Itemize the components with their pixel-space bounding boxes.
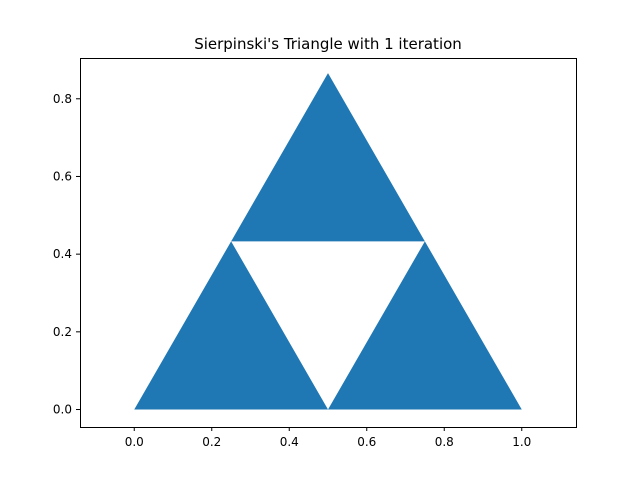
x-tick-label: 0.2	[202, 435, 221, 449]
triangle-series	[134, 73, 522, 410]
triangle-2	[328, 241, 522, 410]
y-tick-label: 0.6	[53, 169, 72, 183]
triangle-3	[231, 73, 425, 242]
y-tick-label: 0.0	[53, 403, 72, 417]
axes-frame	[80, 58, 577, 428]
triangle-1	[134, 241, 328, 410]
chart-title: Sierpinski's Triangle with 1 iteration	[194, 35, 462, 53]
y-tick-label: 0.2	[53, 325, 72, 339]
x-tick-label: 0.8	[435, 435, 454, 449]
x-tick-label: 0.4	[280, 435, 299, 449]
x-tick-label: 0.0	[125, 435, 144, 449]
y-tick-label: 0.8	[53, 92, 72, 106]
y-tick-label: 0.4	[53, 247, 72, 261]
x-tick-label: 1.0	[512, 435, 531, 449]
x-axis: 0.0 0.2 0.4 0.6 0.8 1.0	[125, 427, 531, 449]
x-tick-label: 0.6	[357, 435, 376, 449]
y-axis: 0.0 0.2 0.4 0.6 0.8	[53, 92, 80, 417]
